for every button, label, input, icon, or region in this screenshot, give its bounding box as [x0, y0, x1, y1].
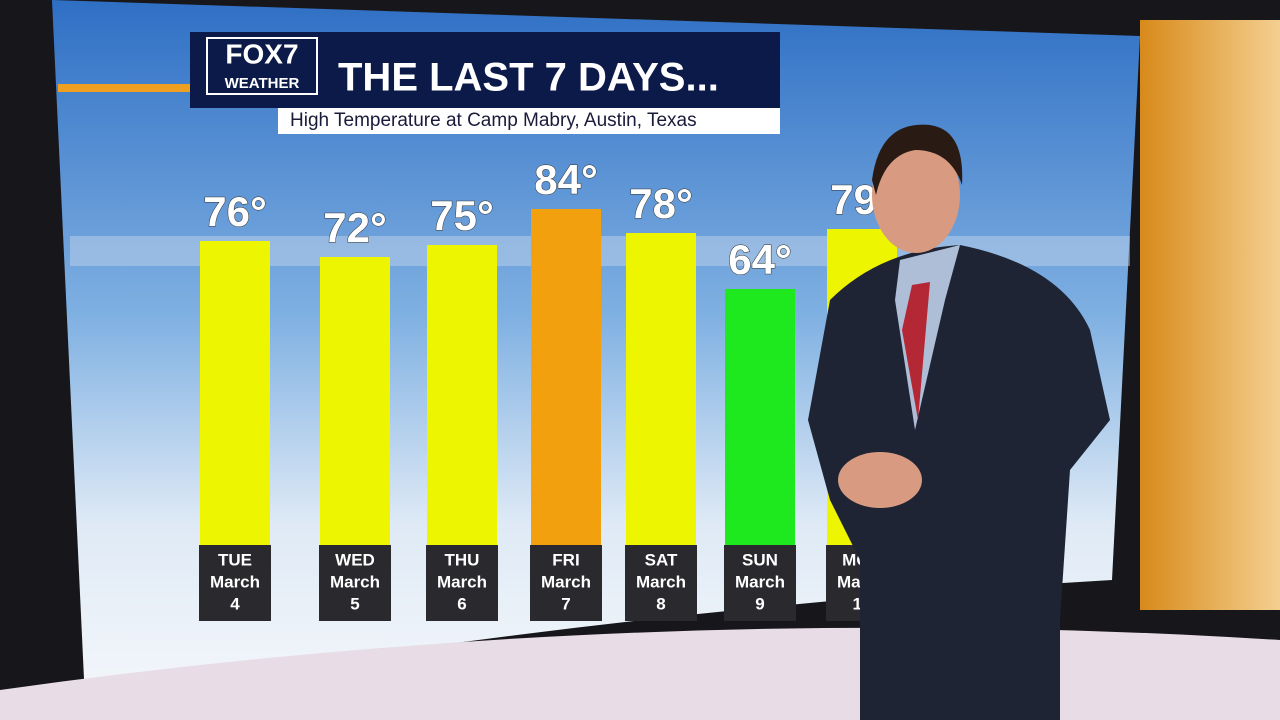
- category-month: March: [437, 572, 487, 591]
- value-label: 64°: [728, 236, 792, 283]
- value-label: 76°: [203, 188, 267, 235]
- presenter: [808, 124, 1110, 720]
- bar: [320, 257, 390, 545]
- header: FOX7 WEATHER THE LAST 7 DAYS... High Tem…: [58, 32, 780, 134]
- category-box: [530, 545, 602, 621]
- category-date: 8: [656, 594, 665, 613]
- value-label: 75°: [430, 192, 494, 239]
- chart-title: THE LAST 7 DAYS...: [338, 56, 719, 100]
- category-box: [426, 545, 498, 621]
- value-label: 78°: [629, 180, 693, 227]
- value-label: 72°: [323, 204, 387, 251]
- presenter-hair: [872, 124, 963, 195]
- category-day: SAT: [645, 550, 678, 569]
- category-box: [319, 545, 391, 621]
- category-date: 9: [755, 594, 764, 613]
- category-day: FRI: [552, 550, 579, 569]
- category-date: 7: [561, 594, 570, 613]
- category-month: March: [210, 572, 260, 591]
- presenter-tie: [902, 282, 930, 420]
- category-date: 6: [457, 594, 466, 613]
- category-day: THU: [445, 550, 480, 569]
- category-box: [625, 545, 697, 621]
- category-box: [724, 545, 796, 621]
- side-panel: [1140, 20, 1280, 610]
- presenter-hands: [838, 452, 922, 508]
- bar: [200, 241, 270, 545]
- bar: [725, 289, 795, 545]
- logo-brand: FOX7: [225, 38, 298, 69]
- subtitle-strip: [278, 108, 780, 134]
- bar: [626, 233, 696, 545]
- chart-subtitle: High Temperature at Camp Mabry, Austin, …: [290, 110, 697, 131]
- value-label: 84°: [534, 156, 598, 203]
- category-month: March: [330, 572, 380, 591]
- category-month: March: [735, 572, 785, 591]
- category-day: WED: [335, 550, 375, 569]
- bar: [427, 245, 497, 545]
- presenter-head: [872, 137, 960, 253]
- category-month: March: [636, 572, 686, 591]
- presenter-suit: [808, 245, 1110, 720]
- bar: [531, 209, 601, 545]
- category-month: March: [541, 572, 591, 591]
- category-date: 5: [350, 594, 359, 613]
- category-day: TUE: [218, 550, 252, 569]
- logo-box: [206, 37, 318, 95]
- category-date: 4: [230, 594, 240, 613]
- category-day: SUN: [742, 550, 778, 569]
- header-accent: [58, 84, 258, 92]
- category-box: [199, 545, 271, 621]
- logo-sub: WEATHER: [225, 75, 300, 92]
